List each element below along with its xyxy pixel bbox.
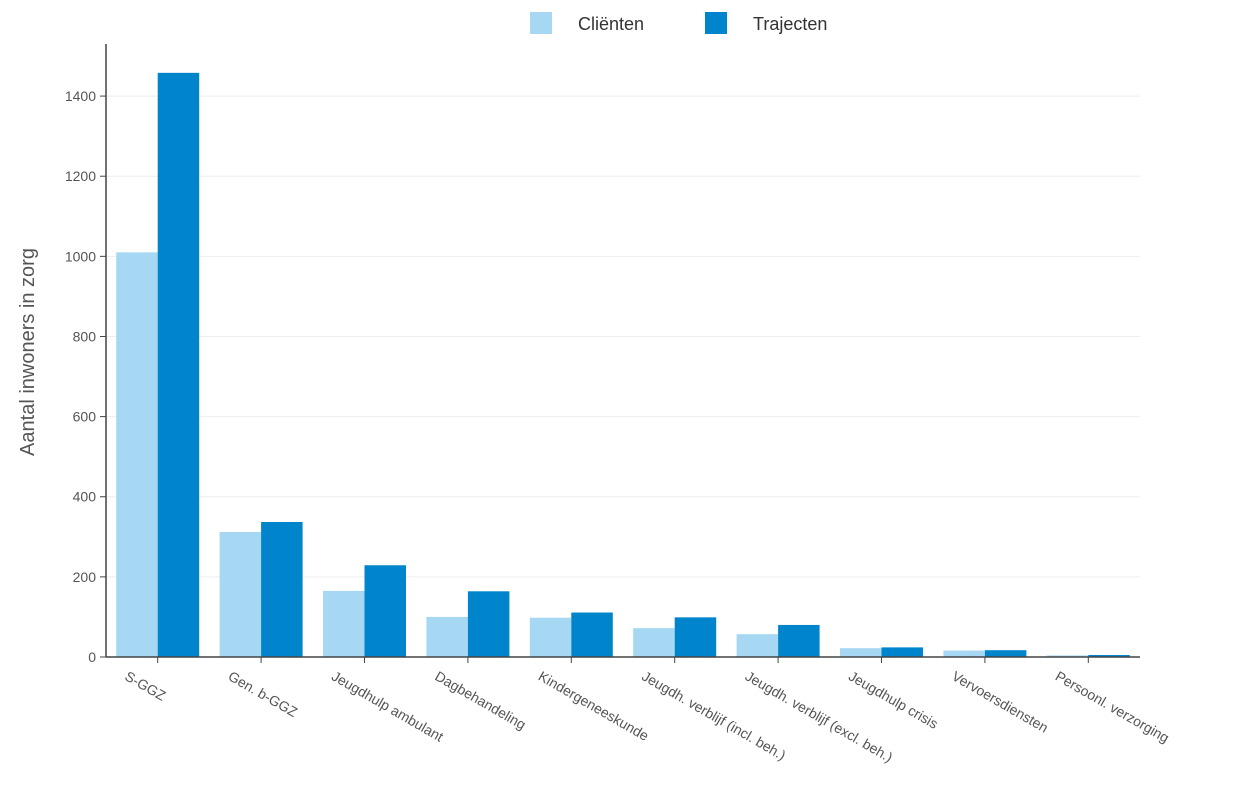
bar-trajecten (261, 521, 303, 657)
bar-trajecten (984, 650, 1027, 657)
bar-trajecten (881, 647, 923, 657)
bar-trajecten (674, 617, 717, 657)
x-category-label: Vervoersdiensten (949, 668, 1051, 736)
bar-clienten (323, 590, 365, 657)
bar-clienten (426, 616, 468, 657)
y-tick-label: 1000 (65, 248, 96, 264)
y-tick-label: 800 (73, 328, 97, 344)
bar-trajecten (157, 72, 200, 658)
bar-trajecten (467, 591, 510, 657)
legend-swatch (705, 12, 727, 34)
axes (100, 44, 1140, 663)
y-tick-labels: 0 200 400 600 800 1000 1200 1400 (65, 88, 96, 665)
x-category-label: Gen. b-GGZ (226, 668, 301, 721)
y-tick-label: 1400 (65, 88, 96, 104)
bar-trajecten (364, 565, 406, 657)
legend: Cliënten Trajecten (530, 12, 827, 34)
legend-swatch (530, 12, 552, 34)
y-tick-label: 200 (73, 569, 97, 585)
x-category-label: Jeugdhulp crisis (846, 668, 941, 732)
legend-label: Trajecten (753, 14, 827, 34)
bars (116, 72, 1130, 658)
y-tick-label: 600 (73, 409, 97, 425)
y-tick-label: 0 (88, 649, 96, 665)
bar-clienten (219, 531, 262, 657)
bar-clienten (529, 617, 572, 657)
bar-clienten (633, 628, 675, 657)
x-category-label: Kindergeneeskunde (536, 668, 652, 744)
bar-clienten (1046, 655, 1089, 657)
y-tick-label: 400 (73, 489, 97, 505)
x-category-labels: S-GGZ Gen. b-GGZ Jeugdhulp ambulantDagbeha… (122, 668, 1172, 766)
bar-trajecten (571, 612, 613, 657)
legend-label: Cliënten (578, 14, 644, 34)
x-category-label: Jeugdhulp ambulant (329, 668, 446, 745)
bar-clienten (116, 252, 158, 657)
bar-trajecten (1088, 654, 1130, 657)
gridlines (106, 95, 1140, 578)
y-axis-title: Aantal inwoners in zorg (17, 248, 39, 456)
x-category-label: Persoonl. verzorging (1053, 668, 1172, 746)
bar-clienten (736, 634, 779, 657)
bar-clienten (943, 650, 985, 657)
bar-clienten (840, 648, 882, 657)
x-category-label: Dagbehandeling (432, 668, 528, 733)
y-tick-label: 1200 (65, 168, 96, 184)
bar-trajecten (778, 624, 820, 657)
x-category-label: S-GGZ (122, 668, 169, 704)
